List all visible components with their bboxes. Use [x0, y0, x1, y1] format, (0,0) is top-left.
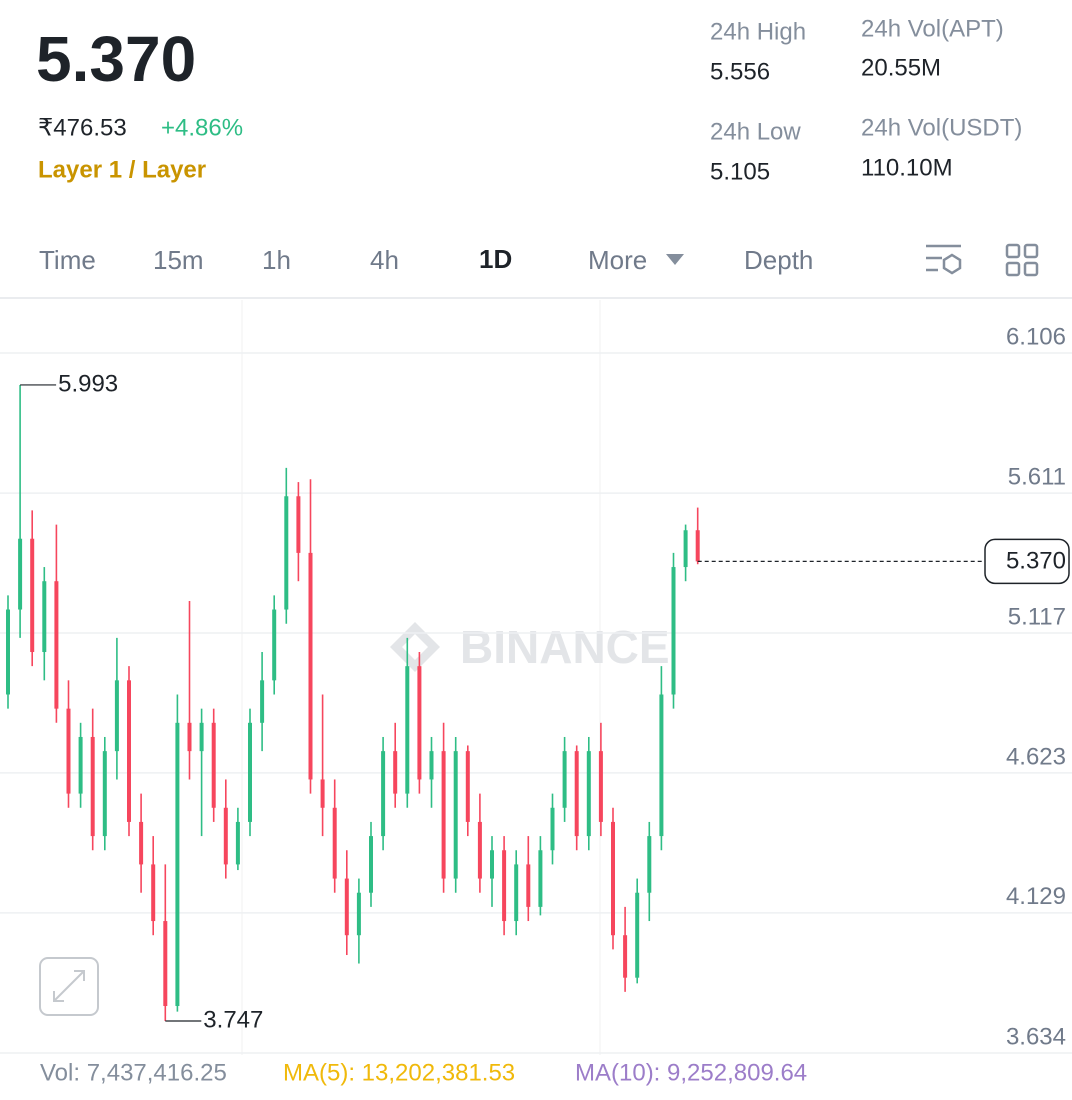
candle-body	[405, 666, 410, 794]
tab[interactable]: Depth	[744, 245, 813, 275]
y-tick-label: 5.117	[1008, 603, 1066, 630]
candle-body	[284, 496, 289, 610]
stat-value: 5.105	[710, 158, 770, 185]
candle-body	[260, 680, 265, 723]
tab[interactable]: Time	[39, 245, 96, 275]
tab[interactable]: 1h	[262, 245, 291, 275]
watermark: BINANCE	[390, 621, 670, 673]
stat-label: 24h Low	[710, 118, 801, 145]
stat-value: 20.55M	[861, 54, 941, 81]
candle-body	[6, 609, 10, 695]
stat-label: 24h Vol(USDT)	[861, 114, 1022, 141]
price: 5.370	[36, 23, 196, 95]
candle-body	[139, 821, 144, 865]
max-marker-label: 5.993	[58, 370, 118, 397]
layout-icon[interactable]	[1005, 243, 1039, 277]
candle-body	[441, 751, 446, 879]
candle-body	[635, 892, 640, 978]
candle-body	[647, 836, 652, 893]
candle-body	[671, 567, 676, 695]
candle-body	[514, 864, 519, 922]
candle-body	[490, 850, 494, 879]
candle-body	[151, 864, 156, 922]
y-tick-label: 4.129	[1006, 883, 1066, 910]
candle-body	[562, 751, 567, 808]
candle-body	[332, 807, 337, 879]
last-price-label: 5.370	[1006, 548, 1066, 575]
fiat-price: ₹476.53	[38, 114, 127, 141]
candle-body	[393, 751, 398, 794]
stat-value: 5.556	[710, 58, 770, 85]
candle-body	[465, 751, 470, 822]
candle-body	[127, 680, 131, 822]
candle-body	[526, 864, 531, 907]
candle-body	[66, 708, 71, 794]
candle-body	[102, 751, 107, 837]
vol: Vol: 7,437,416.25	[40, 1059, 227, 1086]
candle-body	[417, 666, 422, 780]
stat-value: 110.10M	[861, 154, 953, 181]
candle-body	[296, 496, 301, 553]
tab-active[interactable]: 1D	[479, 244, 512, 274]
candle-body	[272, 609, 277, 681]
candle-body	[344, 878, 349, 936]
candle-body	[30, 538, 35, 653]
candle-body	[574, 751, 579, 837]
candle-body	[598, 751, 603, 822]
candle-body	[235, 821, 240, 865]
expand-button[interactable]	[39, 957, 99, 1016]
candle-body	[369, 836, 373, 893]
candle-body	[175, 722, 180, 1007]
candle-body	[90, 736, 95, 837]
candle-body	[550, 807, 555, 851]
candle-body	[320, 779, 325, 808]
candle-body	[659, 694, 664, 837]
candle-body	[453, 751, 458, 879]
candle-body	[54, 581, 59, 709]
y-tick-label: 5.611	[1008, 463, 1066, 490]
candle-body	[611, 821, 615, 936]
tab[interactable]: 4h	[370, 245, 399, 275]
y-tick-label: 4.623	[1006, 743, 1066, 770]
watermark-text: BINANCE	[460, 621, 670, 673]
stat-label: 24h Vol(APT)	[861, 15, 1004, 42]
tab[interactable]: More	[588, 245, 647, 275]
last-price-box	[984, 538, 1070, 585]
candle-body	[18, 538, 23, 610]
candle-body	[623, 935, 628, 978]
candle-body	[114, 680, 119, 752]
y-tick-label: 6.106	[1006, 323, 1066, 350]
candle-body	[538, 850, 543, 907]
candle-body	[211, 722, 216, 808]
tab[interactable]: 15m	[153, 245, 204, 275]
candle-body	[42, 581, 47, 653]
candle-body	[187, 722, 192, 752]
candle-body	[248, 722, 252, 822]
settings-icon[interactable]	[926, 244, 962, 275]
dropdown-icon	[666, 254, 684, 265]
candle-body	[683, 530, 688, 568]
candle-body	[477, 821, 482, 879]
stat-label: 24h High	[710, 18, 806, 45]
ma5: MA(5): 13,202,381.53	[283, 1059, 515, 1086]
ma10: MA(10): 9,252,809.64	[575, 1059, 807, 1086]
candle-body	[356, 892, 361, 936]
candle-body	[308, 552, 313, 780]
candle-body	[223, 807, 228, 865]
candle-body	[502, 850, 507, 922]
min-marker-label: 3.747	[203, 1006, 263, 1033]
change: +4.86%	[161, 114, 243, 141]
y-tick-label: 3.634	[1006, 1023, 1066, 1050]
candle-body	[78, 736, 83, 794]
candle-body	[586, 751, 591, 837]
candle-body	[381, 751, 386, 837]
candle-body	[429, 751, 434, 780]
candle-body	[695, 530, 700, 562]
candle-body	[199, 722, 204, 752]
candle-body	[163, 921, 168, 1007]
category[interactable]: Layer 1 / Layer	[38, 156, 206, 183]
